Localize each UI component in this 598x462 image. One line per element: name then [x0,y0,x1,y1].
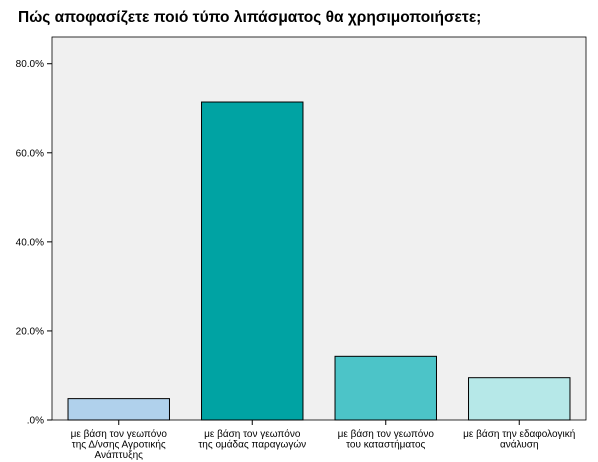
bar [67,398,170,421]
y-tick-label: .0% [27,416,44,427]
x-tick-label: με βάση τον γεωπόνο [204,428,301,440]
y-tick-label: 80.0% [16,59,44,70]
y-axis: .0% 20.0% 40.0% 60.0% 80.0% [16,59,52,427]
x-tick-label: ανάλυση [500,439,539,451]
chart-title: Πώς αποφασίζετε ποιό τύπο λιπάσματος θα … [18,9,482,26]
y-tick-label: 20.0% [16,326,44,337]
x-tick-label: με βάση την εδαφολογική [463,428,575,440]
plot-area [51,36,587,421]
bar [468,377,571,421]
x-tick-label: της ομάδας παραγωγών [198,439,306,451]
y-tick-label: 40.0% [16,237,44,248]
bar [201,101,304,421]
y-tick-label: 60.0% [16,148,44,159]
bar [334,355,437,421]
bars-group [67,101,571,421]
x-tick-label: Ανάπτυξης [95,449,144,461]
x-tick-label: του καταστήματος [346,439,425,451]
x-tick-label: της Δ/νσης Αγροτικής [72,439,166,451]
x-tick-label: με βάση τον γεωπόνο [338,428,435,440]
x-tick-label: με βάση τον γεωπόνο [71,428,168,440]
